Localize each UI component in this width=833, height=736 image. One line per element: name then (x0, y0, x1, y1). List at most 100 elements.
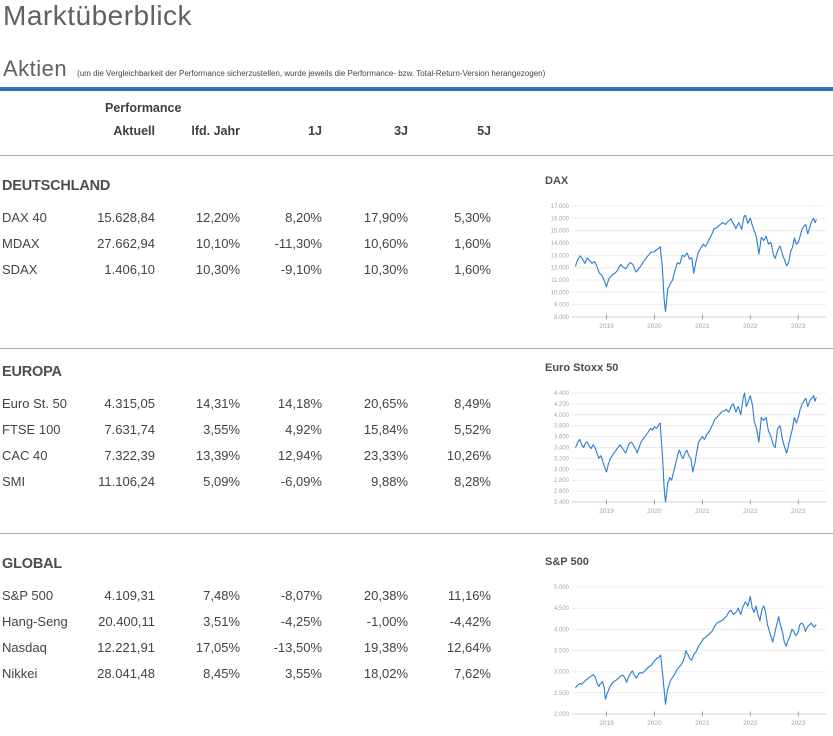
svg-text:3.000: 3.000 (554, 467, 570, 473)
svg-text:11.000: 11.000 (551, 278, 570, 284)
section-title: DEUTSCHLAND (2, 178, 111, 194)
svg-text:2.500: 2.500 (554, 691, 570, 697)
index-name: SMI (2, 473, 26, 489)
index-perf-ytd: 3,51% (203, 613, 240, 629)
svg-text:3.600: 3.600 (554, 435, 570, 441)
index-name: Nikkei (2, 665, 38, 681)
svg-text:2022: 2022 (743, 720, 758, 727)
performance-group-label: Performance (105, 101, 182, 115)
index-value-aktuell: 27.662,94 (97, 235, 155, 251)
index-perf-1y: 12,94% (277, 447, 322, 463)
svg-text:3.500: 3.500 (554, 649, 570, 655)
svg-text:12.000: 12.000 (551, 266, 570, 272)
index-value-aktuell: 4.315,05 (104, 395, 155, 411)
svg-text:2023: 2023 (791, 508, 806, 515)
svg-text:2.400: 2.400 (554, 500, 570, 506)
svg-text:14.000: 14.000 (551, 241, 570, 247)
index-perf-5y: 11,16% (447, 587, 491, 603)
sp500-chart-title: S&P 500 (545, 556, 589, 568)
svg-text:10.000: 10.000 (551, 290, 570, 296)
index-value-aktuell: 7.631,74 (104, 421, 155, 437)
index-perf-1y: 14,18% (277, 395, 322, 411)
index-value-aktuell: 7.322,39 (104, 447, 155, 463)
index-value-aktuell: 4.109,31 (104, 587, 155, 603)
index-tables: DEUTSCHLAND DAX 40 15.628,84 12,20% 8,20… (2, 178, 493, 686)
table-row: MDAX 27.662,94 10,10% -11,30% 10,60% 1,6… (2, 230, 493, 256)
index-name: CAC 40 (2, 447, 48, 463)
index-perf-1y: 8,20% (285, 209, 322, 225)
index-name: FTSE 100 (2, 421, 61, 437)
euro-stoxx-chart-plot: 4.400 4.200 4.000 3.800 3.600 3.400 3.200 3.000… (554, 391, 826, 515)
svg-text:2021: 2021 (695, 720, 710, 727)
index-perf-5y: 5,30% (454, 209, 491, 225)
index-section: DEUTSCHLAND DAX 40 15.628,84 12,20% 8,20… (2, 178, 493, 282)
index-name: DAX 40 (2, 209, 47, 225)
index-perf-1y: 3,55% (285, 665, 322, 681)
svg-text:2.800: 2.800 (554, 478, 570, 484)
index-perf-5y: 10,26% (446, 447, 491, 463)
section-title: EUROPA (2, 364, 62, 380)
column-header-row: Aktuell lfd. Jahr 1J 3J 5J (0, 124, 491, 138)
index-perf-3y: 20,65% (363, 395, 408, 411)
svg-text:4.500: 4.500 (554, 606, 570, 612)
index-perf-3y: 10,30% (363, 261, 408, 277)
index-perf-5y: 12,64% (446, 639, 491, 655)
divider-global (0, 533, 833, 534)
index-perf-1y: 4,92% (285, 421, 322, 437)
index-perf-3y: -1,00% (366, 613, 408, 629)
sp500-chart-plot: 5.000 4.500 4.000 3.500 3.000 2.500 2.000 2019 2… (554, 585, 826, 727)
svg-text:2021: 2021 (695, 508, 710, 515)
svg-text:16.000: 16.000 (551, 216, 570, 222)
divider-header (0, 155, 833, 156)
dax-chart: DAX 17.000 16.000 15.000 14.000 13.000 12.000… (545, 175, 833, 333)
table-row: S&P 500 4.109,31 7,48% -8,07% 20,38% 11,… (2, 582, 493, 608)
svg-text:3.800: 3.800 (554, 424, 570, 430)
svg-text:2.000: 2.000 (554, 712, 570, 718)
index-perf-5y: 8,49% (454, 395, 491, 411)
svg-text:5.000: 5.000 (554, 585, 570, 591)
svg-text:4.400: 4.400 (554, 391, 570, 397)
euro-stoxx-chart-title: Euro Stoxx 50 (545, 362, 619, 374)
index-value-aktuell: 15.628,84 (97, 209, 155, 225)
svg-text:3.200: 3.200 (554, 456, 570, 462)
index-perf-ytd: 12,20% (195, 209, 240, 225)
index-perf-1y: -4,25% (280, 613, 322, 629)
index-perf-3y: 20,38% (363, 587, 408, 603)
index-perf-ytd: 14,31% (195, 395, 240, 411)
index-name: SDAX (2, 261, 38, 277)
table-row: Hang-Seng 20.400,11 3,51% -4,25% -1,00% … (2, 608, 493, 634)
svg-text:2019: 2019 (599, 323, 614, 330)
index-section: GLOBAL S&P 500 4.109,31 7,48% -8,07% 20,… (2, 556, 493, 686)
svg-text:17.000: 17.000 (551, 204, 570, 210)
svg-text:2021: 2021 (695, 323, 710, 330)
index-perf-ytd: 13,39% (195, 447, 240, 463)
svg-text:2023: 2023 (791, 720, 806, 727)
svg-text:4.000: 4.000 (554, 627, 570, 633)
index-perf-1y: -13,50% (273, 639, 322, 655)
svg-text:2020: 2020 (647, 323, 662, 330)
index-perf-ytd: 5,09% (203, 473, 240, 489)
index-value-aktuell: 1.406,10 (104, 261, 155, 277)
svg-text:9.000: 9.000 (554, 303, 570, 309)
section-title: GLOBAL (2, 556, 63, 572)
index-perf-1y: -6,09% (280, 473, 322, 489)
index-perf-5y: 1,60% (454, 235, 491, 251)
accent-divider (0, 87, 833, 91)
svg-text:2019: 2019 (599, 508, 614, 515)
index-perf-ytd: 10,10% (195, 235, 240, 251)
col-header-3j: 3J (394, 124, 408, 138)
table-row: Euro St. 50 4.315,05 14,31% 14,18% 20,65… (2, 390, 493, 416)
euro-stoxx-chart: Euro Stoxx 50 4.400 4.200 4.000 3.800 3.600 3… (545, 362, 833, 518)
divider-europa (0, 348, 833, 349)
index-perf-3y: 18,02% (363, 665, 408, 681)
svg-text:8.000: 8.000 (554, 315, 570, 321)
svg-text:2019: 2019 (599, 720, 614, 727)
index-name: Nasdaq (2, 639, 47, 655)
svg-text:2022: 2022 (743, 508, 758, 515)
svg-text:4.000: 4.000 (554, 413, 570, 419)
index-perf-ytd: 7,48% (203, 587, 240, 603)
index-name: Hang-Seng (2, 613, 68, 629)
index-perf-3y: 19,38% (363, 639, 408, 655)
svg-text:15.000: 15.000 (551, 229, 570, 235)
